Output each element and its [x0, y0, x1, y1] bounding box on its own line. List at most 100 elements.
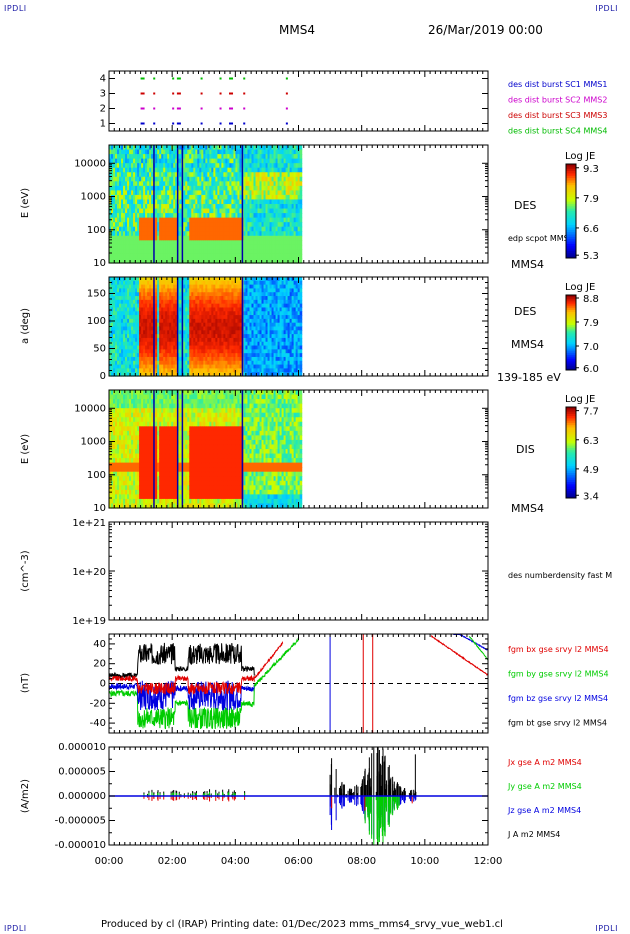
heatmap-cell	[255, 235, 259, 241]
heatmap-cell	[165, 326, 168, 331]
heatmap-cell	[119, 372, 122, 377]
heatmap-cell	[173, 145, 176, 151]
heatmap-cell	[161, 345, 164, 350]
heatmap-cell	[133, 322, 136, 328]
heatmap-cell	[193, 326, 196, 331]
heatmap-cell	[213, 299, 216, 305]
heatmap-cell	[247, 167, 251, 173]
heatmap-cell	[163, 240, 166, 246]
heatmap-cell	[271, 181, 275, 187]
heatmap-cell	[239, 315, 243, 320]
heatmap-cell	[121, 163, 124, 169]
heatmap-cell	[161, 311, 164, 316]
heatmap-cell	[135, 172, 138, 178]
heatmap-cell	[235, 244, 239, 250]
heatmap-cell	[151, 322, 154, 328]
heatmap-cell	[119, 145, 122, 151]
heatmap-cell	[157, 240, 160, 246]
heatmap-cell	[263, 194, 267, 201]
heatmap-cell	[111, 322, 114, 328]
heatmap-cell	[123, 172, 126, 178]
heatmap-cell	[109, 222, 112, 228]
heatmap-cell	[139, 353, 142, 358]
heatmap-cell	[117, 349, 120, 354]
heatmap-cell	[177, 145, 180, 151]
heatmap-cell	[287, 167, 291, 173]
heatmap-cell	[173, 284, 176, 290]
heatmap-cell	[249, 167, 253, 173]
heatmap-cell	[137, 292, 140, 297]
heatmap-cell	[265, 154, 269, 160]
heatmap-cell	[277, 231, 281, 237]
heatmap-cell	[225, 167, 229, 173]
heatmap-cell	[147, 326, 150, 331]
heatmap-cell	[111, 217, 114, 223]
heatmap-cell	[223, 303, 226, 309]
heatmap-cell	[179, 288, 182, 293]
heatmap-cell	[223, 172, 226, 178]
heatmap-cell	[275, 167, 279, 173]
heatmap-cell	[163, 322, 166, 328]
heatmap-cell	[195, 307, 198, 312]
heatmap-cell	[239, 345, 243, 350]
heatmap-cell	[261, 372, 265, 377]
heatmap-cell	[167, 167, 170, 173]
heatmap-cell	[197, 181, 200, 187]
heatmap-cell	[131, 226, 134, 232]
heatmap-cell	[155, 360, 158, 366]
heatmap-cell	[111, 311, 114, 316]
heatmap-cell	[115, 337, 118, 343]
heatmap-cell	[251, 213, 255, 219]
heatmap-cell	[243, 190, 247, 196]
heatmap-cell	[249, 288, 253, 293]
heatmap-cell	[159, 292, 162, 297]
heatmap-cell	[163, 158, 166, 164]
heatmap-cell	[221, 292, 224, 297]
heatmap-cell	[137, 280, 140, 286]
heatmap-cell	[125, 322, 128, 328]
heatmap-cell	[143, 217, 146, 223]
heatmap-cell	[171, 253, 174, 260]
heatmap-cell	[227, 334, 231, 339]
heatmap-cell	[155, 303, 158, 309]
heatmap-cell	[167, 149, 170, 155]
heatmap-cell	[203, 360, 206, 366]
heatmap-cell	[233, 364, 237, 369]
heatmap-cell	[123, 322, 126, 328]
heatmap-cell	[201, 249, 204, 255]
heatmap-cell	[113, 253, 116, 260]
heatmap-cell	[209, 277, 212, 282]
heatmap-cell	[267, 172, 271, 178]
heatmap-cell	[127, 353, 130, 358]
heatmap-cell	[297, 208, 301, 214]
heatmap-cell	[271, 194, 275, 201]
heatmap-cell	[205, 303, 208, 309]
heatmap-cell	[287, 185, 291, 191]
heatmap-cell	[217, 322, 220, 328]
heatmap-cell	[273, 145, 277, 151]
heatmap-cell	[239, 154, 243, 160]
heatmap-cell	[203, 172, 206, 178]
heatmap-cell	[127, 299, 130, 305]
heatmap-cell	[215, 213, 218, 219]
heatmap-cell	[129, 322, 132, 328]
heatmap-cell	[139, 364, 142, 369]
heatmap-cell	[131, 341, 134, 347]
heatmap-cell	[213, 311, 216, 316]
heatmap-cell	[109, 149, 112, 155]
colorbar-segment	[566, 211, 576, 214]
heatmap-cell	[223, 311, 226, 316]
heatmap-cell	[233, 213, 237, 219]
heatmap-cell	[175, 303, 178, 309]
heatmap-cell	[209, 353, 212, 358]
heatmap-cell	[277, 213, 281, 219]
heatmap-cell	[145, 253, 148, 260]
heatmap-cell	[159, 231, 162, 237]
heatmap-cell	[143, 337, 146, 343]
heatmap-cell	[273, 167, 277, 173]
heatmap-cell	[275, 240, 279, 246]
heatmap-cell	[179, 296, 182, 301]
heatmap-cell	[183, 280, 186, 286]
heatmap-cell	[297, 253, 301, 260]
heatmap-cell	[109, 334, 112, 339]
